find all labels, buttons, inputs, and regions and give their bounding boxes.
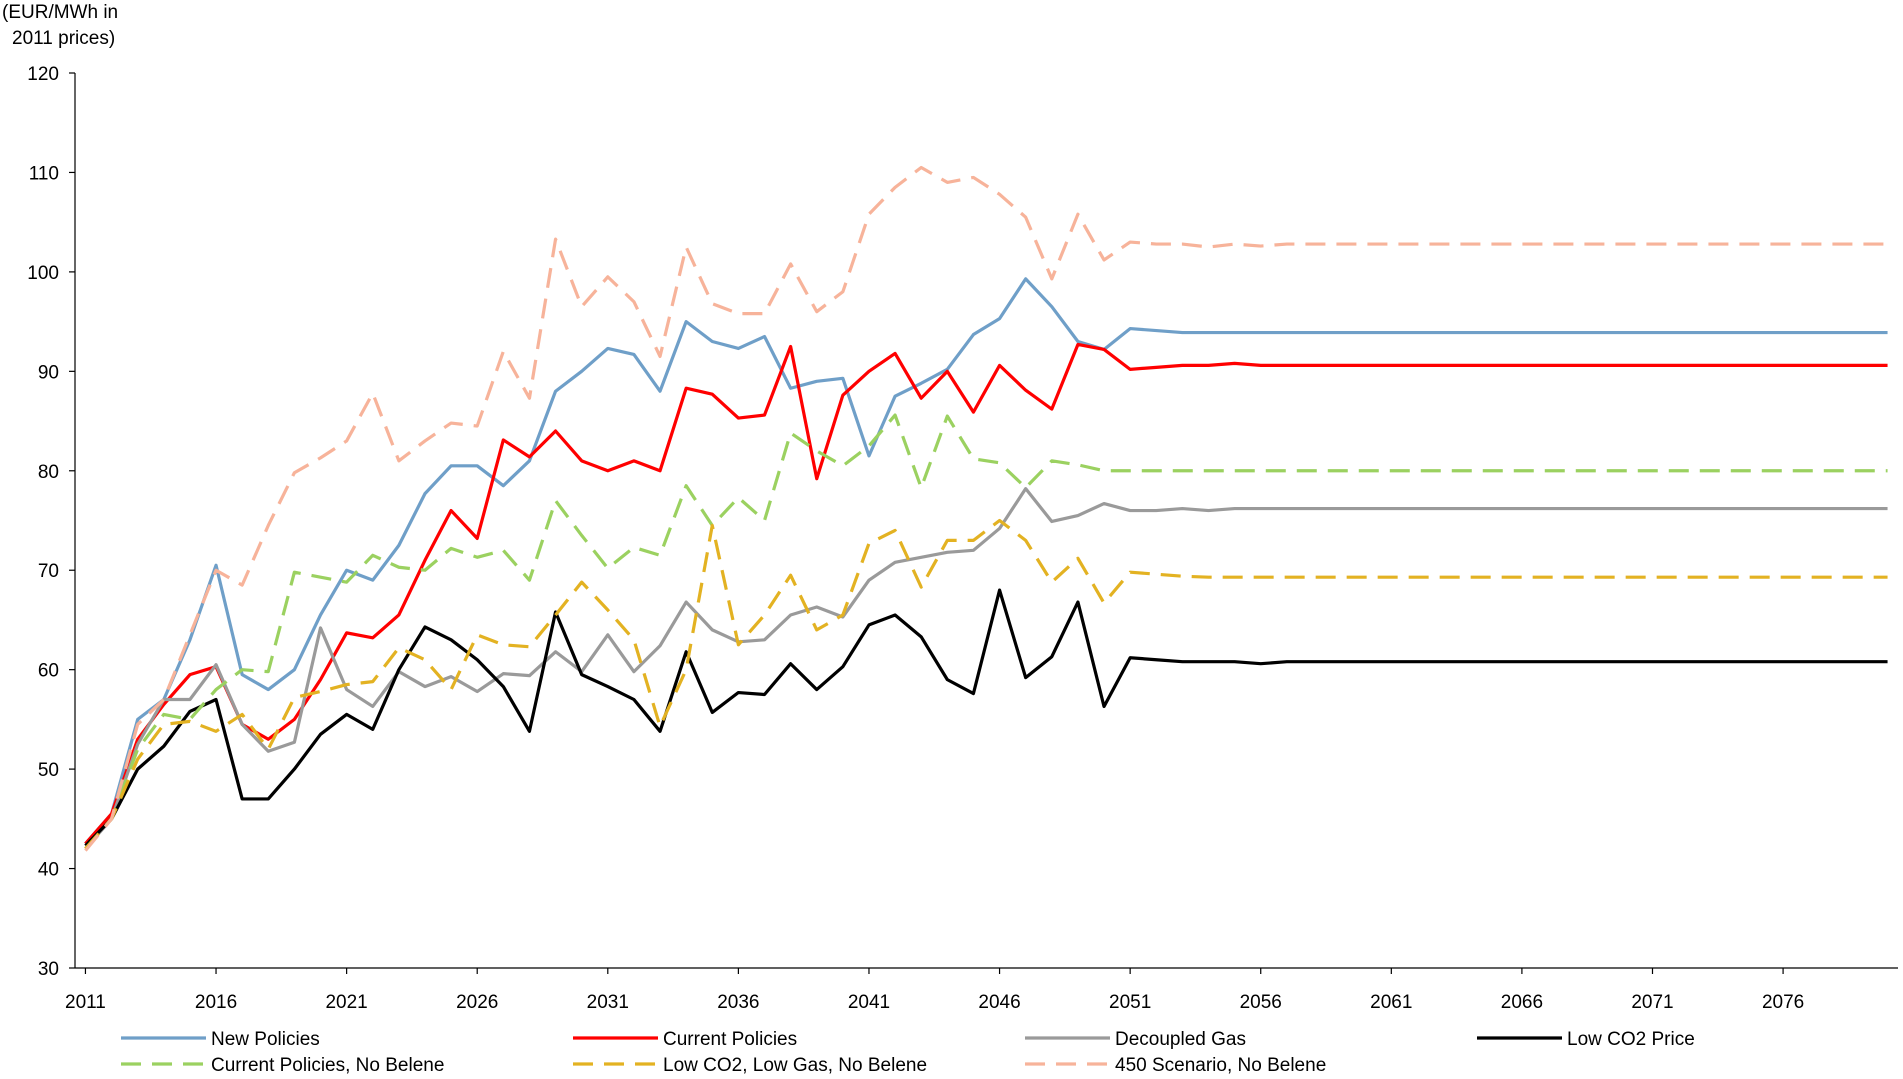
x-tick-label: 2061 <box>1370 992 1412 1013</box>
series-line <box>84 588 1888 847</box>
series-line <box>84 165 1888 852</box>
x-tick-label: 2046 <box>978 992 1020 1013</box>
legend-label: Current Policies <box>663 1029 797 1050</box>
y-tick-label: 70 <box>38 561 59 582</box>
legend-label: Low CO2 Price <box>1567 1029 1695 1050</box>
x-tick-label: 2026 <box>456 992 498 1013</box>
y-tick-label: 80 <box>38 462 59 483</box>
y-tick-label: 120 <box>27 64 59 85</box>
x-tick-label: 2031 <box>587 992 629 1013</box>
series-line <box>84 277 1888 845</box>
legend-label: Current Policies, No Belene <box>211 1055 444 1076</box>
x-tick-label: 2066 <box>1501 992 1543 1013</box>
series-line <box>84 487 1888 850</box>
y-tick-label: 30 <box>38 959 59 980</box>
x-tick-label: 2071 <box>1631 992 1673 1013</box>
legend-label: Low CO2, Low Gas, No Belene <box>663 1055 927 1076</box>
legend-label: New Policies <box>211 1029 320 1050</box>
y-tick-label: 60 <box>38 661 59 682</box>
legend-label: Decoupled Gas <box>1115 1029 1246 1050</box>
y-tick-label: 90 <box>38 362 59 383</box>
x-tick-label: 2051 <box>1109 992 1151 1013</box>
y-tick-label: 50 <box>38 760 59 781</box>
series-line <box>84 518 1888 850</box>
y-tick-label: 100 <box>27 263 59 284</box>
y-axis-label: (EUR/MWh in <box>2 2 118 23</box>
legend-label: 450 Scenario, No Belene <box>1115 1055 1326 1076</box>
x-tick-label: 2016 <box>195 992 237 1013</box>
x-tick-label: 2021 <box>325 992 367 1013</box>
series-line <box>84 413 1888 850</box>
x-tick-label: 2076 <box>1762 992 1804 1013</box>
y-tick-label: 40 <box>38 860 59 881</box>
x-tick-label: 2036 <box>717 992 759 1013</box>
x-tick-label: 2056 <box>1240 992 1282 1013</box>
x-tick-label: 2041 <box>848 992 890 1013</box>
y-tick-label: 110 <box>29 163 59 184</box>
x-tick-label: 2011 <box>65 992 106 1013</box>
series-line <box>84 342 1888 845</box>
y-axis-label: 2011 prices) <box>12 28 115 49</box>
